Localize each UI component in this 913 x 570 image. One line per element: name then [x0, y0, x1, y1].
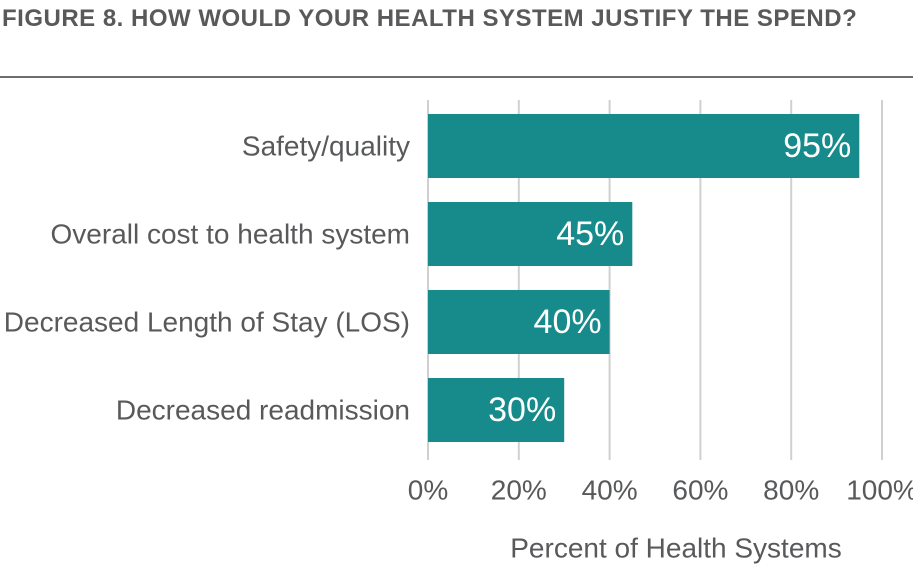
title-rule: [0, 76, 913, 78]
value-label: 30%: [488, 391, 556, 429]
value-label: 40%: [534, 303, 602, 341]
x-tick-label: 100%: [846, 474, 913, 505]
value-label: 45%: [556, 215, 624, 253]
y-tick-label: Decreased readmission: [116, 394, 410, 425]
chart-title: FIGURE 8. HOW WOULD YOUR HEALTH SYSTEM J…: [2, 5, 858, 32]
y-tick-label: Overall cost to health system: [51, 218, 410, 249]
value-label: 95%: [783, 127, 851, 165]
x-tick-label: 0%: [408, 474, 448, 505]
y-tick-label: Safety/quality: [242, 130, 410, 161]
y-tick-label: Decreased Length of Stay (LOS): [4, 306, 410, 337]
bar: [428, 202, 633, 266]
x-tick-label: 40%: [582, 474, 638, 505]
bar: [428, 114, 860, 178]
x-tick-label: 20%: [491, 474, 547, 505]
x-tick-label: 60%: [672, 474, 728, 505]
x-tick-label: 80%: [763, 474, 819, 505]
bar: [428, 290, 610, 354]
bar: [428, 378, 565, 442]
x-axis-label: Percent of Health Systems: [510, 532, 841, 563]
